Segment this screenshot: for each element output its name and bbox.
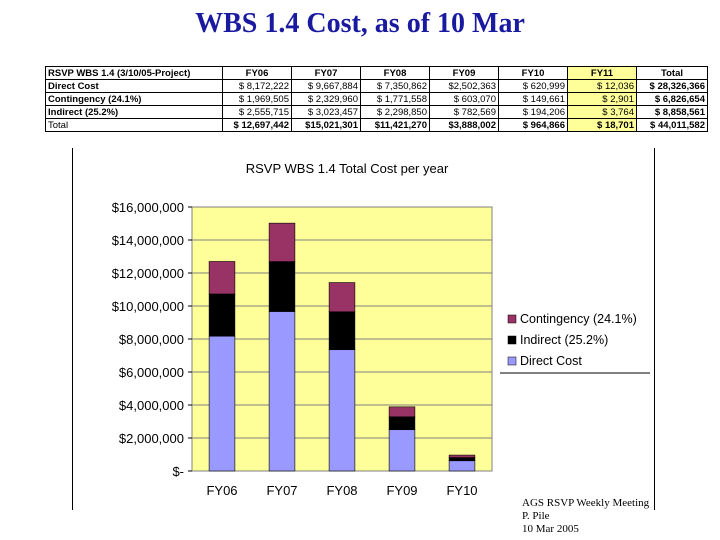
legend-swatch [507, 314, 517, 324]
y-tick-label: $14,000,000 [112, 233, 184, 248]
table-cell: $ 2,329,960 [291, 92, 361, 106]
footer: AGS RSVP Weekly Meeting P. Pile 10 Mar 2… [522, 497, 649, 536]
y-tick-label: $16,000,000 [112, 200, 184, 215]
table-header-row: RSVP WBS 1.4 (3/10/05-Project) FY06 FY07… [45, 66, 708, 80]
table-header-label: RSVP WBS 1.4 (3/10/05-Project) [45, 66, 223, 80]
table-cell: $ 603,070 [429, 92, 499, 106]
bar-segment [208, 261, 236, 295]
y-tick-label: $- [172, 464, 184, 479]
table-cell: $ 1,969,505 [222, 92, 292, 106]
table-row: Contingency (24.1%) $ 1,969,505 $ 2,329,… [45, 92, 708, 106]
table-cell: $ 44,011,582 [636, 118, 708, 132]
x-tick-label: FY09 [386, 483, 417, 498]
table-cell: $ 2,298,850 [360, 105, 430, 119]
bar-segment [268, 261, 296, 312]
table-cell: $ 964,866 [498, 118, 568, 132]
table-cell: $ 620,999 [498, 79, 568, 93]
footer-line: 10 Mar 2005 [522, 523, 579, 535]
table-cell: $ 28,326,366 [636, 79, 708, 93]
table-cell: $ 8,858,561 [636, 105, 708, 119]
table-header-cell: FY07 [291, 66, 361, 80]
table-cell: $ 149,661 [498, 92, 568, 106]
table-cell: $15,021,301 [291, 118, 361, 132]
table-cell: $ 194,206 [498, 105, 568, 119]
bar-segment [448, 460, 476, 472]
table-row-label: Direct Cost [45, 79, 223, 93]
x-tick-label: FY08 [326, 483, 357, 498]
table-header-cell: FY10 [498, 66, 568, 80]
legend-label: Direct Cost [520, 354, 582, 368]
table-row: Indirect (25.2%) $ 2,555,715 $ 3,023,457… [45, 105, 708, 119]
footer-line: P. Pile [522, 510, 550, 522]
table-cell: $ 3,764 [567, 105, 637, 119]
table-cell: $ 12,697,442 [222, 118, 292, 132]
legend-box [500, 308, 650, 373]
table-cell: $ 12,036 [567, 79, 637, 93]
table-cell: $3,888,002 [429, 118, 499, 132]
table-cell: $ 1,771,558 [360, 92, 430, 106]
table-header-cell: FY11 [567, 66, 637, 80]
y-tick-label: $10,000,000 [112, 299, 184, 314]
bar-segment [388, 416, 416, 431]
y-tick-label: $2,000,000 [119, 431, 184, 446]
y-tick-label: $8,000,000 [119, 332, 184, 347]
table-header-cell: Total [636, 66, 708, 80]
y-tick-label: $12,000,000 [112, 266, 184, 281]
table-cell: $ 7,350,862 [360, 79, 430, 93]
table-cell: $ 8,172,222 [222, 79, 292, 93]
bar-segment [208, 335, 236, 472]
x-tick-label: FY06 [206, 483, 237, 498]
x-tick-label: FY10 [446, 483, 477, 498]
y-tick-label: $4,000,000 [119, 398, 184, 413]
table-cell: $ 3,023,457 [291, 105, 361, 119]
table-total-row: Total $ 12,697,442 $15,021,301 $11,421,2… [45, 118, 708, 132]
legend-swatch [507, 356, 517, 366]
legend-label: Indirect (25.2%) [520, 333, 608, 347]
table-header-cell: FY08 [360, 66, 430, 80]
bar-segment [388, 406, 416, 418]
table-header-cell: FY09 [429, 66, 499, 80]
bar-segment [388, 429, 416, 472]
bar-segment [328, 282, 356, 313]
slide-title: WBS 1.4 Cost, as of 10 Mar [195, 8, 525, 39]
legend-swatch [507, 335, 517, 345]
table-cell: $ 6,826,654 [636, 92, 708, 106]
table-header-cell: FY06 [222, 66, 292, 80]
bar-segment [448, 454, 476, 458]
chart-container: RSVP WBS 1.4 Total Cost per year $- $2,000… [72, 148, 655, 510]
bar-segment [268, 222, 296, 262]
table-row-label: Indirect (25.2%) [45, 105, 223, 119]
cost-table: RSVP WBS 1.4 (3/10/05-Project) FY06 FY07… [45, 66, 708, 132]
footer-line: AGS RSVP Weekly Meeting [522, 497, 650, 509]
bar-segment [268, 311, 296, 472]
bar-segment [448, 457, 476, 462]
stacked-bar-chart: RSVP WBS 1.4 Total Cost per year $- $2,000… [112, 161, 650, 498]
y-tick-label: $6,000,000 [119, 365, 184, 380]
table-cell: $ 2,901 [567, 92, 637, 106]
x-tick-label: FY07 [266, 483, 297, 498]
bar-segment [328, 349, 356, 472]
bar-segment [208, 293, 236, 337]
legend-label: Contingency (24.1%) [520, 312, 637, 326]
chart-title: RSVP WBS 1.4 Total Cost per year [246, 161, 449, 176]
table-cell: $2,502,363 [429, 79, 499, 93]
table-cell: $ 9,667,884 [291, 79, 361, 93]
table-cell: $ 782,569 [429, 105, 499, 119]
table-cell: $11,421,270 [360, 118, 430, 132]
table-row-label: Total [45, 118, 223, 132]
table-cell: $ 2,555,715 [222, 105, 292, 119]
bar-segment [328, 311, 356, 351]
table-row-label: Contingency (24.1%) [45, 92, 223, 106]
table-cell: $ 18,701 [567, 118, 637, 132]
table-row: Direct Cost $ 8,172,222 $ 9,667,884 $ 7,… [45, 79, 708, 93]
